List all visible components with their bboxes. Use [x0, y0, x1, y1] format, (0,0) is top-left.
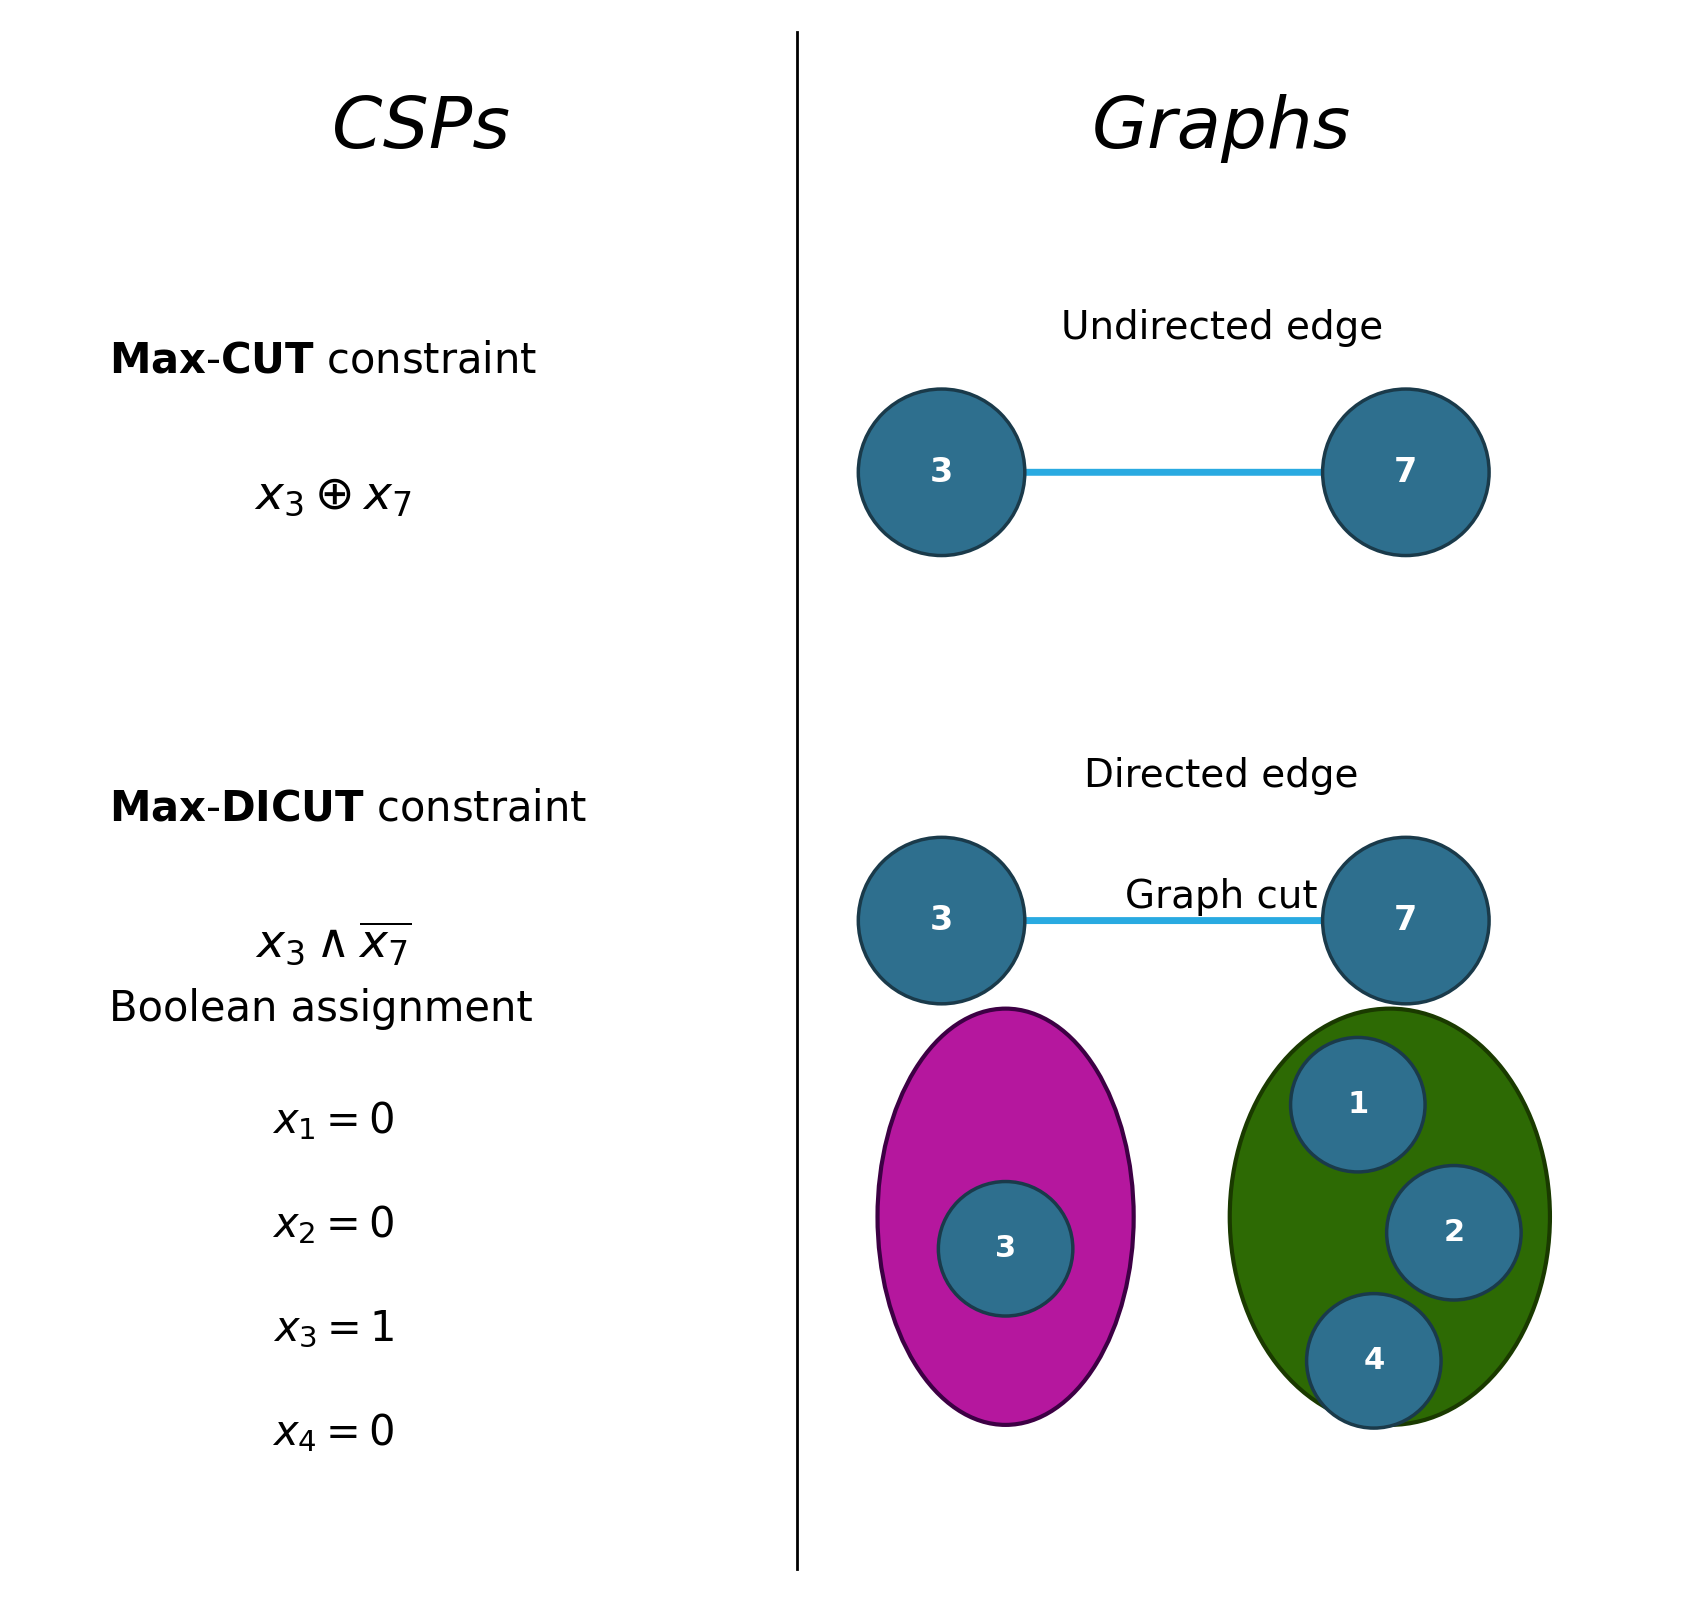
Text: $x_1 = 0$: $x_1 = 0$: [272, 1100, 394, 1142]
Text: $x_3 \wedge \overline{x_7}$: $x_3 \wedge \overline{x_7}$: [255, 921, 411, 969]
Circle shape: [1307, 1294, 1441, 1428]
Circle shape: [859, 389, 1025, 556]
Circle shape: [1387, 1166, 1522, 1300]
Text: $\mathbf{Max\text{-}CUT}$ constraint: $\mathbf{Max\text{-}CUT}$ constraint: [108, 339, 538, 381]
Text: 7: 7: [1393, 905, 1417, 937]
Circle shape: [859, 837, 1025, 1004]
Text: Boolean assignment: Boolean assignment: [108, 988, 533, 1029]
Text: 7: 7: [1393, 456, 1417, 488]
Text: Undirected edge: Undirected edge: [1060, 309, 1383, 347]
Circle shape: [1322, 837, 1490, 1004]
Text: 2: 2: [1444, 1218, 1464, 1247]
Text: 3: 3: [930, 456, 954, 488]
Text: CSPs: CSPs: [331, 93, 511, 163]
Text: 3: 3: [930, 905, 954, 937]
Text: 1: 1: [1348, 1090, 1368, 1119]
Text: $\mathcal{S}$: $\mathcal{S}$: [991, 919, 1021, 961]
Circle shape: [939, 1182, 1072, 1316]
Circle shape: [1290, 1037, 1426, 1172]
Text: $x_3 = 1$: $x_3 = 1$: [272, 1308, 394, 1350]
Circle shape: [1322, 389, 1490, 556]
Text: Graph cut: Graph cut: [1126, 877, 1317, 916]
Text: $\mathbf{Max\text{-}DICUT}$ constraint: $\mathbf{Max\text{-}DICUT}$ constraint: [108, 788, 587, 829]
Text: 3: 3: [994, 1234, 1016, 1263]
Text: Graphs: Graphs: [1092, 93, 1351, 163]
Ellipse shape: [1229, 1009, 1551, 1425]
Text: $x_3 \oplus x_7$: $x_3 \oplus x_7$: [254, 474, 413, 519]
Text: 4: 4: [1363, 1346, 1385, 1375]
Text: Directed edge: Directed edge: [1084, 757, 1360, 796]
Text: $x_2 = 0$: $x_2 = 0$: [272, 1204, 394, 1246]
Text: $\bar{S}$: $\bar{S}$: [1376, 916, 1404, 961]
Text: $x_4 = 0$: $x_4 = 0$: [272, 1412, 394, 1454]
Ellipse shape: [878, 1009, 1133, 1425]
